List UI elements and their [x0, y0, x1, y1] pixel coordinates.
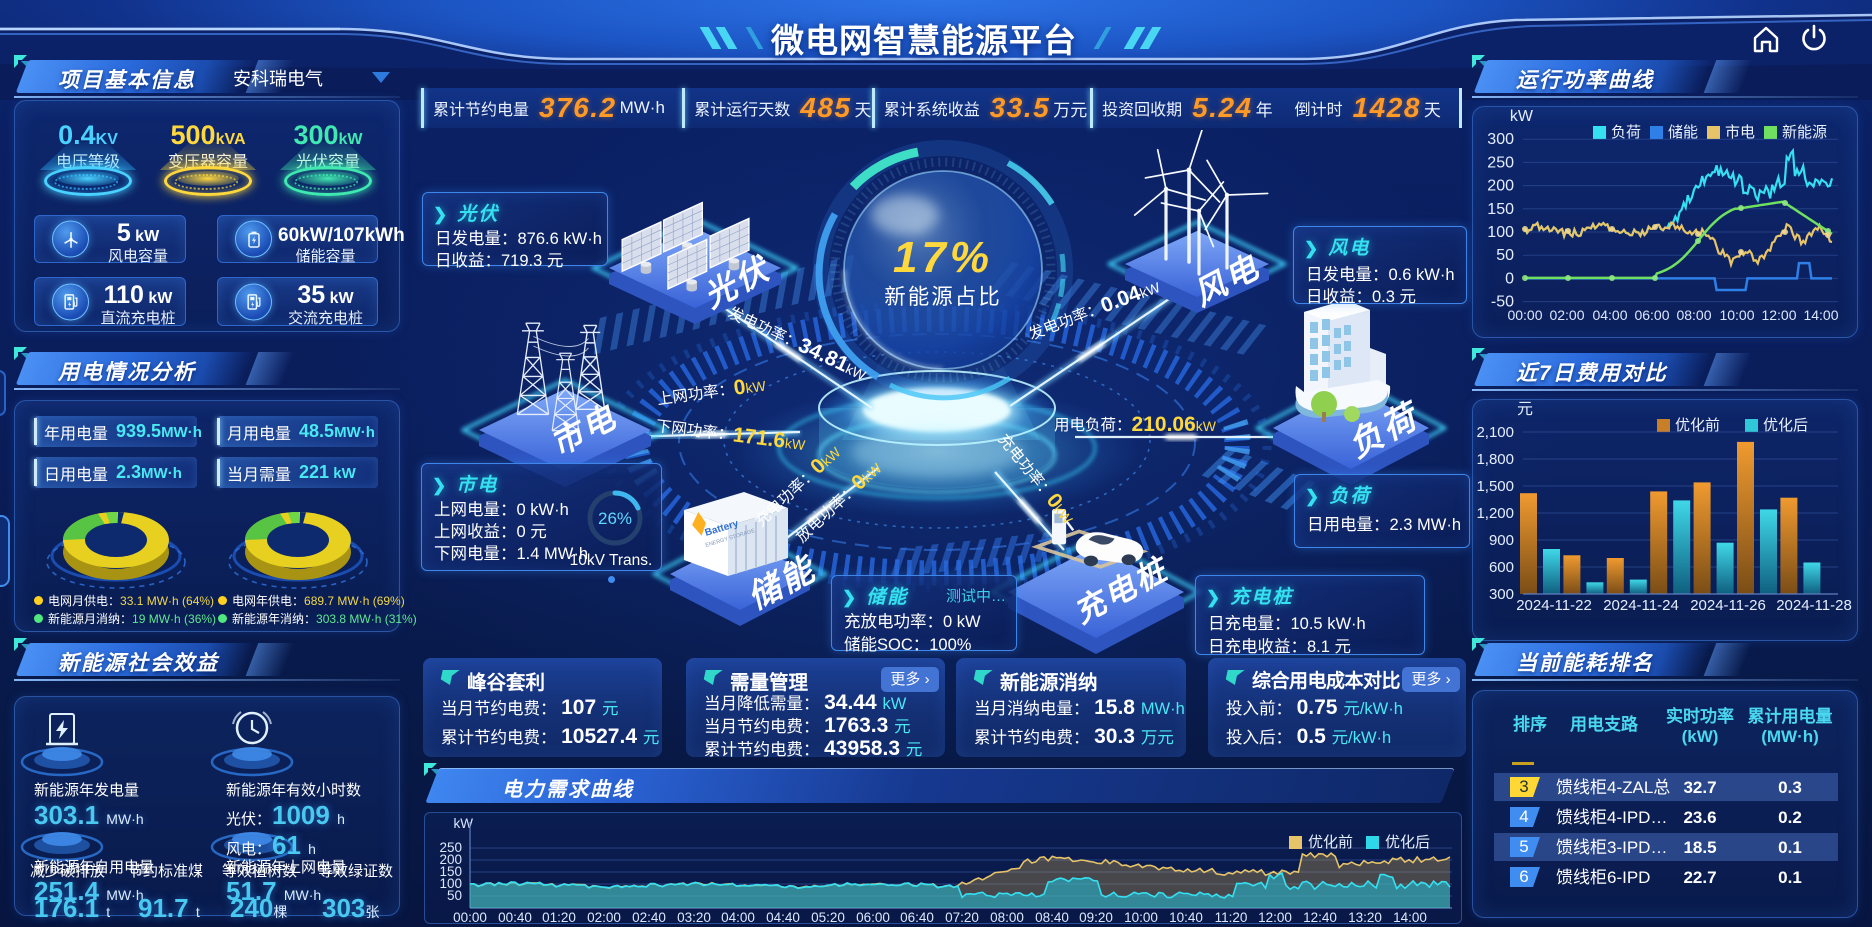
svg-text:用电负荷：210.06kW: 用电负荷：210.06kW [1054, 413, 1217, 436]
svg-text:负荷: 负荷 [1611, 124, 1641, 141]
svg-text:优化前: 优化前 [1675, 417, 1720, 434]
svg-text:32.7: 32.7 [1683, 778, 1716, 797]
svg-text:02:00: 02:00 [1549, 307, 1584, 323]
svg-text:2024-11-26: 2024-11-26 [1690, 597, 1766, 614]
svg-text:6: 6 [1519, 867, 1528, 886]
svg-text:02:40: 02:40 [632, 910, 666, 925]
svg-text:储能: 储能 [1668, 124, 1698, 141]
svg-text:08:00: 08:00 [990, 910, 1024, 925]
svg-text:新能源占比: 新能源占比 [884, 285, 1002, 309]
svg-text:新能源: 新能源 [1782, 124, 1827, 141]
svg-text:26%: 26% [598, 509, 632, 528]
svg-text:0.1: 0.1 [1778, 838, 1802, 857]
svg-text:馈线柜3-IPD…: 馈线柜3-IPD… [1556, 838, 1667, 857]
svg-text:2024-11-24: 2024-11-24 [1603, 597, 1679, 614]
svg-text:馈线柜4-ZAL总: 馈线柜4-ZAL总 [1556, 778, 1670, 797]
svg-text:100: 100 [439, 876, 462, 891]
svg-text:12:40: 12:40 [1303, 910, 1337, 925]
svg-text:08:00: 08:00 [1676, 307, 1711, 323]
svg-text:100: 100 [1487, 224, 1514, 241]
svg-text:00:40: 00:40 [498, 910, 532, 925]
svg-text:200: 200 [1487, 178, 1514, 195]
svg-text:04:40: 04:40 [766, 910, 800, 925]
svg-text:kW: kW [1510, 108, 1534, 125]
svg-text:1,500: 1,500 [1476, 478, 1514, 495]
svg-text:14:00: 14:00 [1803, 307, 1838, 323]
svg-text:300: 300 [1487, 131, 1514, 148]
svg-text:优化后: 优化后 [1385, 834, 1430, 851]
svg-text:10:40: 10:40 [1169, 910, 1203, 925]
svg-text:250: 250 [1487, 154, 1514, 171]
svg-text:23.6: 23.6 [1683, 808, 1716, 827]
svg-text:12:00: 12:00 [1258, 910, 1292, 925]
svg-text:5: 5 [1519, 837, 1528, 856]
svg-text:1,800: 1,800 [1476, 451, 1514, 468]
svg-text:01:20: 01:20 [542, 910, 576, 925]
svg-text:馈线柜4-IPD…: 馈线柜4-IPD… [1556, 808, 1667, 827]
svg-text:0.3: 0.3 [1778, 778, 1802, 797]
svg-text:12:00: 12:00 [1761, 307, 1796, 323]
svg-text:累计用电量: 累计用电量 [1748, 706, 1833, 726]
svg-text:900: 900 [1489, 532, 1514, 549]
svg-text:05:20: 05:20 [811, 910, 845, 925]
svg-text:04:00: 04:00 [1592, 307, 1627, 323]
svg-text:-50: -50 [1491, 294, 1514, 311]
svg-text:0.2: 0.2 [1778, 808, 1802, 827]
svg-text:08:40: 08:40 [1035, 910, 1069, 925]
svg-text:实时功率: 实时功率 [1666, 706, 1734, 726]
svg-text:4: 4 [1519, 807, 1528, 826]
svg-text:22.7: 22.7 [1683, 868, 1716, 887]
svg-text:04:00: 04:00 [721, 910, 755, 925]
svg-text:优化前: 优化前 [1308, 834, 1353, 851]
svg-text:(MW·h): (MW·h) [1761, 727, 1819, 746]
svg-text:17%: 17% [893, 233, 993, 282]
svg-text:00:00: 00:00 [453, 910, 487, 925]
svg-text:10:00: 10:00 [1719, 307, 1754, 323]
svg-text:13:20: 13:20 [1348, 910, 1382, 925]
svg-text:300: 300 [1489, 586, 1514, 603]
svg-text:馈线柜6-IPD: 馈线柜6-IPD [1556, 868, 1650, 887]
svg-text:用电支路: 用电支路 [1570, 714, 1639, 734]
svg-text:50: 50 [1496, 247, 1514, 264]
svg-text:07:20: 07:20 [945, 910, 979, 925]
svg-text:50: 50 [447, 888, 462, 903]
svg-text:0.1: 0.1 [1778, 868, 1802, 887]
svg-text:0: 0 [1505, 270, 1514, 287]
svg-text:06:40: 06:40 [900, 910, 934, 925]
svg-text:2024-11-28: 2024-11-28 [1776, 597, 1852, 614]
svg-text:1,200: 1,200 [1476, 505, 1514, 522]
svg-text:14:00: 14:00 [1393, 910, 1427, 925]
svg-text:10:00: 10:00 [1124, 910, 1158, 925]
svg-text:00:00: 00:00 [1507, 307, 1542, 323]
svg-text:元: 元 [1517, 401, 1533, 418]
svg-text:11:20: 11:20 [1215, 910, 1248, 925]
svg-text:2,100: 2,100 [1476, 424, 1514, 441]
svg-text:kW: kW [454, 816, 474, 831]
svg-text:市电: 市电 [1725, 124, 1755, 141]
svg-text:09:20: 09:20 [1079, 910, 1113, 925]
svg-text:优化后: 优化后 [1763, 417, 1808, 434]
svg-text:600: 600 [1489, 559, 1514, 576]
svg-text:03:20: 03:20 [677, 910, 711, 925]
svg-text:18.5: 18.5 [1683, 838, 1716, 857]
svg-text:(kW): (kW) [1682, 727, 1719, 746]
svg-text:06:00: 06:00 [1634, 307, 1669, 323]
svg-text:2024-11-22: 2024-11-22 [1516, 597, 1592, 614]
svg-text:02:00: 02:00 [587, 910, 621, 925]
svg-text:排序: 排序 [1513, 714, 1547, 734]
svg-text:3: 3 [1519, 777, 1528, 796]
svg-text:06:00: 06:00 [856, 910, 890, 925]
svg-text:150: 150 [439, 864, 462, 879]
svg-text:200: 200 [439, 852, 462, 867]
svg-text:250: 250 [439, 840, 462, 855]
svg-text:150: 150 [1487, 201, 1514, 218]
